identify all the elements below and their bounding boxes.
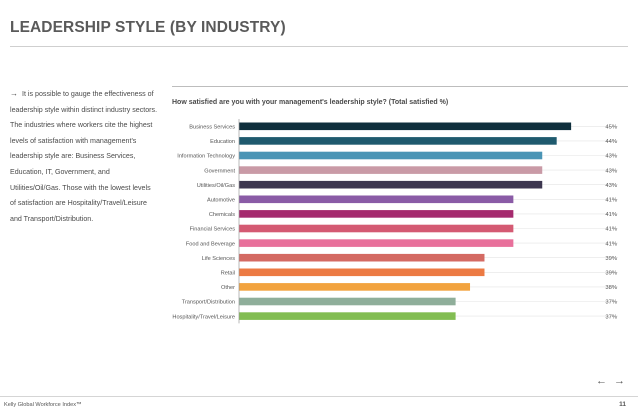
arrow-left-icon: ← bbox=[596, 375, 607, 387]
category-label: Automotive bbox=[207, 198, 235, 204]
bar bbox=[239, 195, 514, 204]
bar bbox=[239, 312, 456, 320]
category-label: Food and Beverage bbox=[186, 241, 235, 247]
value-label: 43% bbox=[605, 183, 617, 189]
category-label: Retail bbox=[221, 271, 235, 277]
bar bbox=[239, 166, 543, 174]
page-title: LEADERSHIP STYLE (BY INDUSTRY) bbox=[10, 19, 286, 36]
arrow-right-icon: → bbox=[614, 375, 625, 387]
bar bbox=[239, 283, 471, 291]
value-label: 37% bbox=[605, 314, 617, 320]
value-label: 43% bbox=[605, 168, 617, 174]
page-number: 11 bbox=[619, 401, 626, 408]
value-label: 37% bbox=[605, 300, 617, 306]
value-label: 39% bbox=[605, 271, 617, 277]
value-label: 38% bbox=[605, 285, 617, 291]
value-label: 39% bbox=[605, 256, 617, 262]
value-label: 44% bbox=[605, 139, 617, 145]
bar bbox=[239, 253, 485, 262]
bar bbox=[239, 297, 456, 306]
value-label: 41% bbox=[605, 241, 617, 247]
category-label: Chemicals bbox=[209, 212, 235, 218]
chart-divider bbox=[172, 86, 628, 87]
category-label: Financial Services bbox=[190, 227, 236, 233]
bar bbox=[239, 268, 485, 277]
value-label: 43% bbox=[605, 154, 617, 160]
prev-page-button[interactable]: ← bbox=[596, 376, 607, 387]
arrow-right-icon: → bbox=[10, 89, 18, 98]
category-label: Life Sciences bbox=[202, 256, 235, 262]
bar bbox=[239, 239, 514, 247]
footer-divider bbox=[0, 396, 638, 397]
category-label: Transport/Distribution bbox=[182, 300, 235, 306]
category-label: Utilities/Oil/Gas bbox=[197, 183, 235, 189]
footer-brand: Kelly Global Workforce Index™ bbox=[4, 402, 82, 408]
value-label: 41% bbox=[605, 198, 617, 204]
category-label: Business Services bbox=[189, 125, 235, 131]
intro-paragraph: → It is possible to gauge the effectivene… bbox=[10, 86, 158, 227]
intro-text: It is possible to gauge the effectivenes… bbox=[10, 90, 158, 223]
bar bbox=[239, 137, 557, 145]
bar bbox=[239, 180, 543, 189]
value-label: 41% bbox=[605, 227, 617, 233]
next-page-button[interactable]: → bbox=[614, 376, 625, 387]
category-label: Hospitality/Travel/Leisure bbox=[172, 314, 235, 320]
bar bbox=[239, 122, 572, 131]
value-label: 41% bbox=[605, 212, 617, 218]
category-label: Other bbox=[221, 285, 235, 291]
category-label: Information Technology bbox=[177, 154, 235, 160]
bar bbox=[239, 151, 543, 160]
bar bbox=[239, 210, 514, 218]
value-label: 45% bbox=[605, 125, 617, 131]
category-label: Education bbox=[210, 139, 235, 145]
title-divider bbox=[10, 46, 628, 47]
chart-title: How satisfied are you with your manageme… bbox=[172, 99, 449, 106]
bar bbox=[239, 224, 514, 233]
category-label: Government bbox=[204, 168, 235, 174]
